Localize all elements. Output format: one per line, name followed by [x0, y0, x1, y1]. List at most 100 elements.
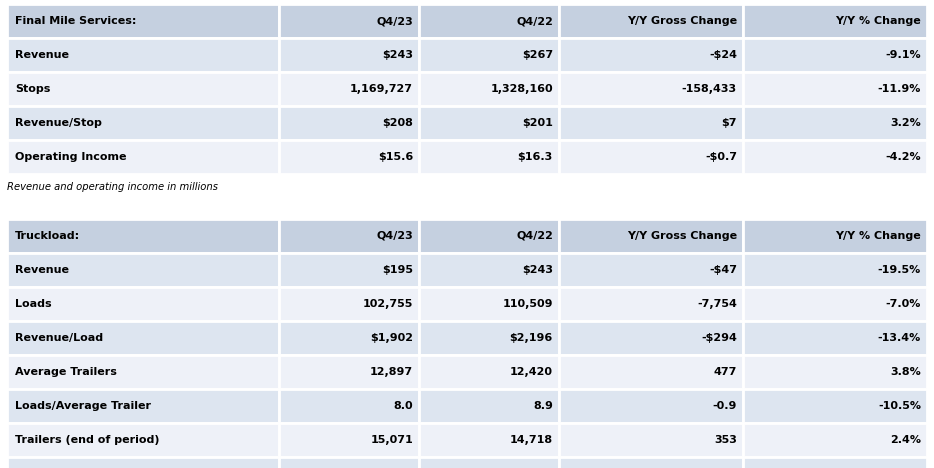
- Text: Q4/23: Q4/23: [376, 231, 413, 241]
- Bar: [559, 72, 743, 106]
- Bar: [418, 389, 559, 423]
- Text: -19.5%: -19.5%: [878, 265, 921, 275]
- Bar: [559, 140, 743, 174]
- Text: Stops: Stops: [15, 84, 50, 94]
- Bar: [418, 106, 559, 140]
- Bar: [743, 253, 927, 287]
- Text: $195: $195: [382, 265, 413, 275]
- Bar: [7, 321, 279, 355]
- Text: -$0.7: -$0.7: [705, 152, 737, 162]
- Text: -7.0%: -7.0%: [885, 299, 921, 309]
- Text: $7: $7: [721, 118, 737, 128]
- Text: $243: $243: [382, 50, 413, 60]
- Text: -$24: -$24: [709, 50, 737, 60]
- Bar: [559, 219, 743, 253]
- Text: 353: 353: [715, 435, 737, 445]
- Bar: [279, 106, 418, 140]
- Text: 12,420: 12,420: [510, 367, 553, 377]
- Text: 110,509: 110,509: [502, 299, 553, 309]
- Bar: [418, 38, 559, 72]
- Bar: [7, 219, 279, 253]
- Text: -$47: -$47: [709, 265, 737, 275]
- Text: Loads: Loads: [15, 299, 51, 309]
- Text: -11.9%: -11.9%: [878, 84, 921, 94]
- Text: Trailers (end of period): Trailers (end of period): [15, 435, 160, 445]
- Text: Y/Y % Change: Y/Y % Change: [835, 16, 921, 26]
- Bar: [279, 423, 418, 457]
- Bar: [418, 355, 559, 389]
- Bar: [418, 140, 559, 174]
- Text: Revenue and operating income in millions: Revenue and operating income in millions: [7, 182, 219, 192]
- Bar: [418, 72, 559, 106]
- Text: -158,433: -158,433: [682, 84, 737, 94]
- Text: 12,897: 12,897: [370, 367, 413, 377]
- Text: $16.3: $16.3: [517, 152, 553, 162]
- Text: $1,902: $1,902: [370, 333, 413, 343]
- Text: Final Mile Services:: Final Mile Services:: [15, 16, 136, 26]
- Bar: [743, 140, 927, 174]
- Text: 14,718: 14,718: [510, 435, 553, 445]
- Bar: [7, 389, 279, 423]
- Bar: [279, 355, 418, 389]
- Text: -4.2%: -4.2%: [885, 152, 921, 162]
- Bar: [418, 4, 559, 38]
- Text: Revenue: Revenue: [15, 265, 69, 275]
- Bar: [743, 287, 927, 321]
- Text: Revenue/Load: Revenue/Load: [15, 333, 103, 343]
- Text: Average Trailers: Average Trailers: [15, 367, 117, 377]
- Text: $208: $208: [382, 118, 413, 128]
- Bar: [559, 389, 743, 423]
- Text: 3.8%: 3.8%: [890, 367, 921, 377]
- Text: $267: $267: [522, 50, 553, 60]
- Text: -10.5%: -10.5%: [878, 401, 921, 411]
- Text: $2,196: $2,196: [510, 333, 553, 343]
- Bar: [7, 457, 279, 468]
- Bar: [559, 321, 743, 355]
- Bar: [7, 38, 279, 72]
- Text: -$294: -$294: [701, 333, 737, 343]
- Bar: [743, 355, 927, 389]
- Text: Truckload:: Truckload:: [15, 231, 80, 241]
- Bar: [279, 72, 418, 106]
- Bar: [418, 457, 559, 468]
- Bar: [279, 4, 418, 38]
- Bar: [279, 219, 418, 253]
- Bar: [743, 4, 927, 38]
- Text: 102,755: 102,755: [362, 299, 413, 309]
- Bar: [7, 423, 279, 457]
- Bar: [279, 457, 418, 468]
- Text: $201: $201: [522, 118, 553, 128]
- Bar: [7, 72, 279, 106]
- Text: 8.9: 8.9: [533, 401, 553, 411]
- Bar: [559, 287, 743, 321]
- Bar: [279, 389, 418, 423]
- Bar: [7, 106, 279, 140]
- Bar: [743, 321, 927, 355]
- Bar: [7, 140, 279, 174]
- Text: Y/Y % Change: Y/Y % Change: [835, 231, 921, 241]
- Text: -0.9: -0.9: [713, 401, 737, 411]
- Bar: [279, 321, 418, 355]
- Bar: [279, 140, 418, 174]
- Text: Y/Y Gross Change: Y/Y Gross Change: [627, 231, 737, 241]
- Text: 2.4%: 2.4%: [890, 435, 921, 445]
- Text: 3.2%: 3.2%: [890, 118, 921, 128]
- Bar: [418, 423, 559, 457]
- Bar: [559, 355, 743, 389]
- Bar: [418, 287, 559, 321]
- Text: Q4/23: Q4/23: [376, 16, 413, 26]
- Bar: [743, 457, 927, 468]
- Bar: [743, 389, 927, 423]
- Text: 8.0: 8.0: [393, 401, 413, 411]
- Text: $15.6: $15.6: [378, 152, 413, 162]
- Text: 15,071: 15,071: [371, 435, 413, 445]
- Bar: [279, 38, 418, 72]
- Bar: [7, 4, 279, 38]
- Text: Y/Y Gross Change: Y/Y Gross Change: [627, 16, 737, 26]
- Bar: [418, 253, 559, 287]
- Bar: [743, 72, 927, 106]
- Text: Q4/22: Q4/22: [517, 231, 553, 241]
- Bar: [418, 321, 559, 355]
- Bar: [559, 4, 743, 38]
- Text: Revenue/Stop: Revenue/Stop: [15, 118, 102, 128]
